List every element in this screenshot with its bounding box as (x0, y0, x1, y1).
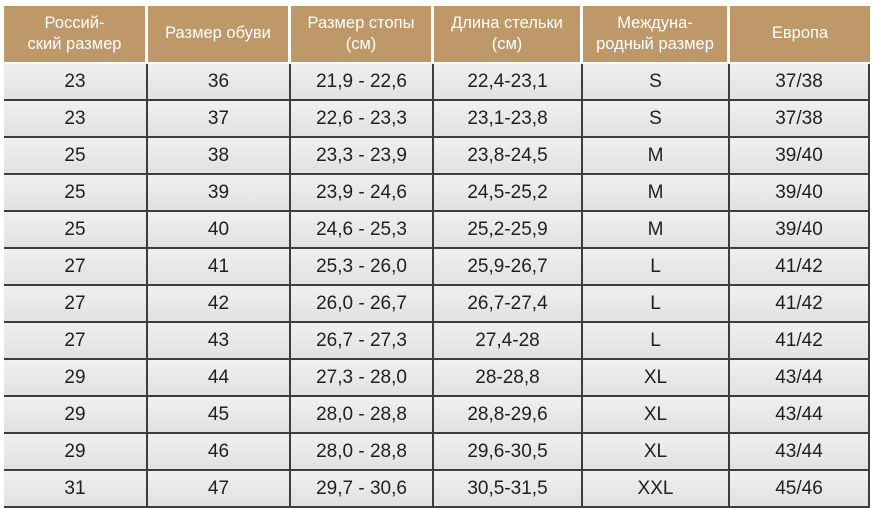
table-cell: 47 (148, 471, 291, 508)
table-cell: 23 (4, 101, 148, 138)
table-cell: 25 (4, 175, 148, 212)
table-cell: 26,7 - 27,3 (291, 323, 434, 360)
table-cell: 41/42 (730, 286, 870, 323)
table-cell: 37/38 (730, 101, 870, 138)
table-cell: 28-28,8 (434, 360, 583, 397)
table-cell: 23,8-24,5 (434, 138, 583, 175)
table-cell: 25,3 - 26,0 (291, 249, 434, 286)
table-cell: 27 (4, 249, 148, 286)
table-cell: 22,4-23,1 (434, 64, 583, 101)
table-cell: 29 (4, 360, 148, 397)
table-cell: 27 (4, 286, 148, 323)
table-cell: 27,4-28 (434, 323, 583, 360)
table-cell: 29 (4, 397, 148, 434)
table-cell: 39/40 (730, 175, 870, 212)
table-cell: 46 (148, 434, 291, 471)
table-cell: M (583, 175, 730, 212)
column-header: Размер стопы (см) (291, 6, 434, 64)
header-row: Россий- ский размер Размер обуви Размер ст… (4, 6, 870, 64)
table-cell: 45 (148, 397, 291, 434)
size-chart-container: Россий- ский размер Размер обуви Размер ст… (4, 6, 870, 508)
table-cell: 30,5-31,5 (434, 471, 583, 508)
table-cell: 39 (148, 175, 291, 212)
table-cell: M (583, 212, 730, 249)
table-cell: 41 (148, 249, 291, 286)
table-row: 25 38 23,3 - 23,9 23,8-24,5 M 39/40 (4, 138, 870, 175)
column-header: Длина стельки (см) (434, 6, 583, 64)
table-cell: L (583, 249, 730, 286)
table-row: 29 44 27,3 - 28,0 28-28,8 XL 43/44 (4, 360, 870, 397)
size-chart-table: Россий- ский размер Размер обуви Размер ст… (4, 6, 870, 508)
table-row: 31 47 29,7 - 30,6 30,5-31,5 XXL 45/46 (4, 471, 870, 508)
table-row: 25 39 23,9 - 24,6 24,5-25,2 M 39/40 (4, 175, 870, 212)
table-cell: 42 (148, 286, 291, 323)
table-cell: XL (583, 397, 730, 434)
table-cell: 26,7-27,4 (434, 286, 583, 323)
table-cell: 37/38 (730, 64, 870, 101)
table-row: 23 37 22,6 - 23,3 23,1-23,8 S 37/38 (4, 101, 870, 138)
table-cell: 23,3 - 23,9 (291, 138, 434, 175)
table-cell: XL (583, 434, 730, 471)
table-row: 29 46 28,0 - 28,8 29,6-30,5 XL 43/44 (4, 434, 870, 471)
table-cell: 36 (148, 64, 291, 101)
column-header: Междуна- родный размер (583, 6, 730, 64)
table-cell: 29 (4, 434, 148, 471)
table-cell: 39/40 (730, 212, 870, 249)
table-cell: 40 (148, 212, 291, 249)
table-cell: XXL (583, 471, 730, 508)
table-cell: 37 (148, 101, 291, 138)
table-cell: 26,0 - 26,7 (291, 286, 434, 323)
column-header: Европа (730, 6, 870, 64)
table-cell: 29,7 - 30,6 (291, 471, 434, 508)
table-cell: 22,6 - 23,3 (291, 101, 434, 138)
table-cell: 25,2-25,9 (434, 212, 583, 249)
table-cell: 43/44 (730, 434, 870, 471)
table-row: 23 36 21,9 - 22,6 22,4-23,1 S 37/38 (4, 64, 870, 101)
table-cell: 27 (4, 323, 148, 360)
column-header: Россий- ский размер (4, 6, 148, 64)
table-cell: 44 (148, 360, 291, 397)
table-row: 27 43 26,7 - 27,3 27,4-28 L 41/42 (4, 323, 870, 360)
table-cell: 39/40 (730, 138, 870, 175)
table-cell: 28,8-29,6 (434, 397, 583, 434)
table-cell: 25 (4, 138, 148, 175)
table-cell: 41/42 (730, 323, 870, 360)
table-cell: 25,9-26,7 (434, 249, 583, 286)
table-row: 27 41 25,3 - 26,0 25,9-26,7 L 41/42 (4, 249, 870, 286)
table-cell: 41/42 (730, 249, 870, 286)
table-cell: 31 (4, 471, 148, 508)
table-row: 29 45 28,0 - 28,8 28,8-29,6 XL 43/44 (4, 397, 870, 434)
table-cell: L (583, 286, 730, 323)
table-header: Россий- ский размер Размер обуви Размер ст… (4, 6, 870, 64)
table-cell: 38 (148, 138, 291, 175)
table-cell: 28,0 - 28,8 (291, 397, 434, 434)
column-header: Размер обуви (148, 6, 291, 64)
table-row: 27 42 26,0 - 26,7 26,7-27,4 L 41/42 (4, 286, 870, 323)
table-cell: 27,3 - 28,0 (291, 360, 434, 397)
table-cell: 23,9 - 24,6 (291, 175, 434, 212)
table-cell: 43/44 (730, 397, 870, 434)
table-cell: 23 (4, 64, 148, 101)
table-cell: 25 (4, 212, 148, 249)
table-cell: 23,1-23,8 (434, 101, 583, 138)
table-cell: S (583, 64, 730, 101)
table-cell: 21,9 - 22,6 (291, 64, 434, 101)
table-cell: 43 (148, 323, 291, 360)
table-cell: M (583, 138, 730, 175)
table-cell: 24,5-25,2 (434, 175, 583, 212)
table-cell: 43/44 (730, 360, 870, 397)
table-row: 25 40 24,6 - 25,3 25,2-25,9 M 39/40 (4, 212, 870, 249)
table-cell: 24,6 - 25,3 (291, 212, 434, 249)
table-cell: S (583, 101, 730, 138)
table-cell: L (583, 323, 730, 360)
table-cell: 28,0 - 28,8 (291, 434, 434, 471)
table-body: 23 36 21,9 - 22,6 22,4-23,1 S 37/38 23 37 22,6 -… (4, 64, 870, 508)
table-cell: XL (583, 360, 730, 397)
table-cell: 29,6-30,5 (434, 434, 583, 471)
table-cell: 45/46 (730, 471, 870, 508)
